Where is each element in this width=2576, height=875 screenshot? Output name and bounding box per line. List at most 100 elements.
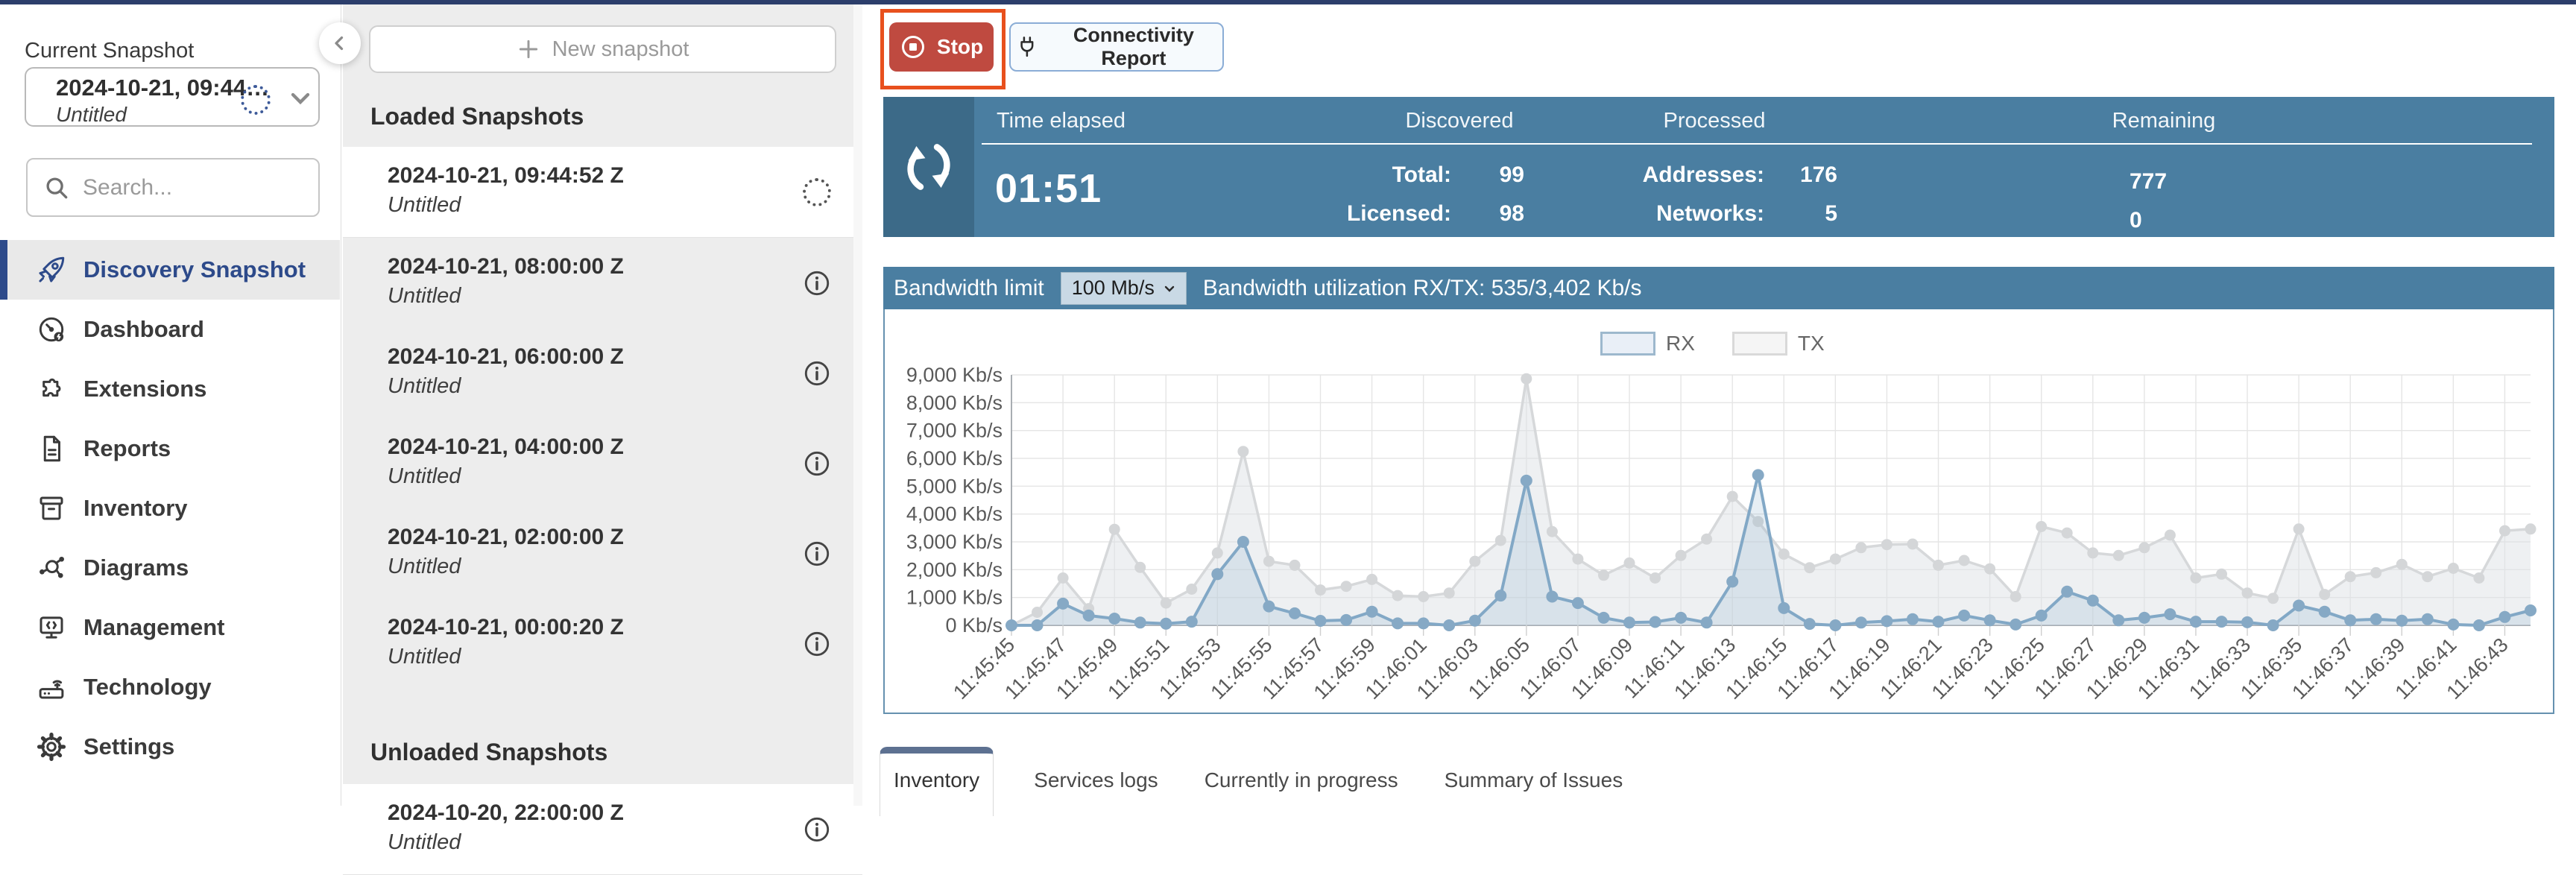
sidebar-item-label: Reports <box>83 435 171 461</box>
sidebar-item-label: Inventory <box>83 495 188 521</box>
snapshot-list-item[interactable]: 2024-10-21, 09:44:52 Z Untitled <box>343 147 862 238</box>
collapse-sidebar-button[interactable] <box>319 22 361 64</box>
svg-text:8,000 Kb/s: 8,000 Kb/s <box>906 391 1003 414</box>
new-snapshot-button[interactable]: New snapshot <box>369 25 836 73</box>
snapshot-date: 2024-10-21, 09:44:52 Z <box>388 163 624 188</box>
snapshots-panel: New snapshot Loaded Snapshots 2024-10-21… <box>343 4 862 875</box>
snapshot-name: Untitled <box>388 284 461 308</box>
stat-row: Addresses: 176 <box>1642 162 1837 187</box>
discovery-status-banner: Time elapsed Discovered Processed Remain… <box>883 97 2554 237</box>
snapshot-list-item[interactable]: 2024-10-21, 02:00:00 Z Untitled <box>343 508 862 598</box>
stop-button-highlight-box <box>880 9 1006 89</box>
stat-row: Total: 99 <box>1392 162 1524 187</box>
header-remaining: Remaining <box>2112 109 2216 133</box>
sidebar-item-dashboard[interactable]: Dashboard <box>0 300 340 359</box>
bandwidth-limit-select[interactable]: 100 Mb/s <box>1060 271 1187 305</box>
network-icon <box>36 552 67 584</box>
bandwidth-header-bar: Bandwidth limit 100 Mb/s Bandwidth utili… <box>883 267 2554 309</box>
current-snapshot-label: Current Snapshot <box>25 39 195 63</box>
sidebar-item-diagrams[interactable]: Diagrams <box>0 538 340 598</box>
snapshot-list-item[interactable]: 2024-10-21, 06:00:00 Z Untitled <box>343 328 862 418</box>
current-snapshot-dropdown[interactable]: 2024-10-21, 09:44… Untitled <box>25 67 320 127</box>
snapshot-list-item[interactable]: 2024-10-21, 08:00:00 Z Untitled <box>343 238 862 328</box>
sidebar-item-label: Diagrams <box>83 555 189 581</box>
loading-spinner-icon <box>803 178 831 206</box>
snapshot-name: Untitled <box>388 645 461 669</box>
sidebar: Current Snapshot 2024-10-21, 09:44… Unti… <box>0 4 341 806</box>
snapshot-list-item[interactable]: 2024-10-21, 04:00:00 Z Untitled <box>343 418 862 508</box>
sidebar-item-discovery-snapshot[interactable]: Discovery Snapshot <box>0 240 340 300</box>
sync-icon <box>907 144 950 190</box>
info-icon[interactable] <box>803 359 831 388</box>
current-snapshot-name: Untitled <box>56 103 127 126</box>
unloaded-snapshots-list: 2024-10-20, 22:00:00 Z Untitled <box>343 784 862 875</box>
router-icon <box>36 672 67 703</box>
document-icon <box>36 433 67 464</box>
sidebar-item-reports[interactable]: Reports <box>0 419 340 478</box>
snapshot-date: 2024-10-20, 22:00:00 Z <box>388 800 624 825</box>
sidebar-item-label: Technology <box>83 674 212 700</box>
stat-row: Networks: 5 <box>1655 201 1837 226</box>
tab-inventory[interactable]: Inventory <box>880 747 994 816</box>
tab-summary-of-issues[interactable]: Summary of Issues <box>1444 768 1623 792</box>
tab-currently-in-progress[interactable]: Currently in progress <box>1204 768 1398 792</box>
svg-text:4,000 Kb/s: 4,000 Kb/s <box>906 503 1003 525</box>
sidebar-item-label: Dashboard <box>83 316 204 342</box>
chevron-down-icon <box>1164 285 1175 292</box>
window-top-strip <box>0 0 2576 4</box>
snapshot-date: 2024-10-21, 04:00:00 Z <box>388 435 624 459</box>
remaining-value: 0 <box>2130 208 2142 233</box>
svg-text:9,000 Kb/s: 9,000 Kb/s <box>906 364 1003 386</box>
info-icon[interactable] <box>803 449 831 478</box>
legend-item-tx[interactable]: TX <box>1731 332 1825 356</box>
banner-divider <box>982 143 2532 145</box>
archive-icon <box>36 493 67 524</box>
snapshot-name: Untitled <box>388 830 461 854</box>
sidebar-item-label: Management <box>83 614 225 640</box>
svg-text:1,000 Kb/s: 1,000 Kb/s <box>906 587 1003 609</box>
unloaded-snapshots-header: Unloaded Snapshots <box>370 739 608 765</box>
puzzle-icon <box>36 373 67 405</box>
info-icon[interactable] <box>803 540 831 568</box>
bottom-tabs: Inventory Services logs Currently in progr… <box>880 747 1629 816</box>
search-input[interactable] <box>81 174 308 201</box>
tab-services-logs[interactable]: Services logs <box>1034 768 1158 792</box>
snapshot-list-item[interactable]: 2024-10-20, 22:00:00 Z Untitled <box>343 784 862 875</box>
current-snapshot-date: 2024-10-21, 09:44… <box>56 75 270 101</box>
snapshot-name: Untitled <box>388 193 461 217</box>
snapshot-date: 2024-10-21, 00:00:20 Z <box>388 615 624 639</box>
monitor-icon <box>36 612 67 643</box>
connectivity-report-button[interactable]: Connectivity Report <box>1009 22 1224 72</box>
snapshot-date: 2024-10-21, 02:00:00 Z <box>388 525 624 549</box>
stop-button[interactable]: Stop <box>889 22 994 72</box>
svg-text:6,000 Kb/s: 6,000 Kb/s <box>906 447 1003 470</box>
svg-text:2,000 Kb/s: 2,000 Kb/s <box>906 558 1003 581</box>
search-icon <box>46 177 68 198</box>
snapshot-date: 2024-10-21, 06:00:00 Z <box>388 344 624 369</box>
sidebar-item-technology[interactable]: Technology <box>0 657 340 717</box>
panel-scrollbar[interactable] <box>853 4 862 806</box>
stat-row: Licensed: 98 <box>1346 201 1524 226</box>
info-icon[interactable] <box>803 815 831 844</box>
sidebar-item-label: Extensions <box>83 376 207 402</box>
sidebar-item-extensions[interactable]: Extensions <box>0 359 340 419</box>
bandwidth-chart: 0 Kb/s 1,000 Kb/s 2,000 Kb/s 3,000 Kb/s 4,00… <box>906 364 2536 704</box>
chevron-down-icon <box>285 83 315 113</box>
snapshot-list-item[interactable]: 2024-10-21, 00:00:20 Z Untitled <box>343 598 862 689</box>
header-processed: Processed <box>1663 109 1766 133</box>
snapshot-name: Untitled <box>388 374 461 398</box>
sidebar-item-management[interactable]: Management <box>0 598 340 657</box>
gauge-icon <box>36 314 67 345</box>
info-icon[interactable] <box>803 630 831 658</box>
plus-icon <box>519 40 537 59</box>
info-icon[interactable] <box>803 269 831 297</box>
bandwidth-chart-panel: RX TX 0 Kb/s 1,000 Kb/s 2,000 Kb/s 3,000 Kb/… <box>883 309 2554 714</box>
new-snapshot-label: New snapshot <box>552 37 689 61</box>
sidebar-item-settings[interactable]: Settings <box>0 717 340 777</box>
time-elapsed-value: 01:51 <box>995 166 1102 211</box>
search-box <box>26 158 320 217</box>
sidebar-item-inventory[interactable]: Inventory <box>0 478 340 538</box>
legend-swatch <box>1731 332 1787 356</box>
chevron-left-icon <box>335 36 344 51</box>
legend-item-rx[interactable]: RX <box>1600 332 1695 356</box>
